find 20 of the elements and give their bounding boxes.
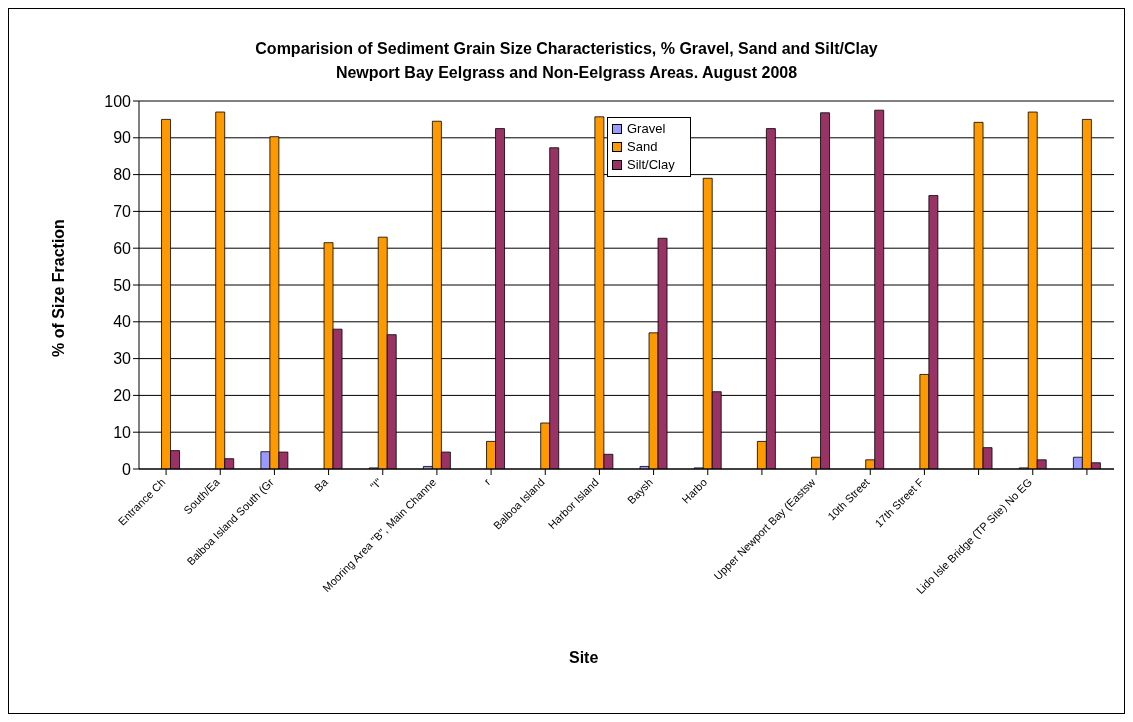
x-tick-label: "I"	[367, 475, 385, 493]
y-tick-label: 20	[113, 387, 132, 405]
legend-label: Gravel	[627, 120, 666, 138]
y-tick-label: 10	[113, 423, 132, 441]
legend-label: Silt/Clay	[627, 156, 675, 174]
y-axis-title: % of Size Fraction	[50, 218, 68, 359]
y-tick-label: 30	[113, 350, 132, 368]
y-tick-label: 70	[113, 203, 132, 221]
y-tick-label: 50	[113, 276, 132, 294]
y-tick-label: 80	[113, 166, 132, 184]
y-tick-label: 0	[122, 460, 132, 478]
y-tick-label: 40	[113, 313, 132, 331]
y-tick-label: 100	[104, 92, 132, 110]
y-tick-label: 90	[113, 129, 132, 147]
x-tick-label: r	[481, 475, 493, 488]
y-tick-label: 60	[113, 239, 132, 257]
legend-label: Sand	[627, 138, 658, 156]
x-tick-label: Ba	[311, 475, 331, 494]
x-axis-title: Site	[569, 649, 599, 667]
chart-title: Comparision of Sediment Grain Size Characteristics, % Gravel, Sand and Silt/Clay Newport Bay Eelgrass and Non-Eelgrass Areas. August 2008	[254, 39, 879, 83]
